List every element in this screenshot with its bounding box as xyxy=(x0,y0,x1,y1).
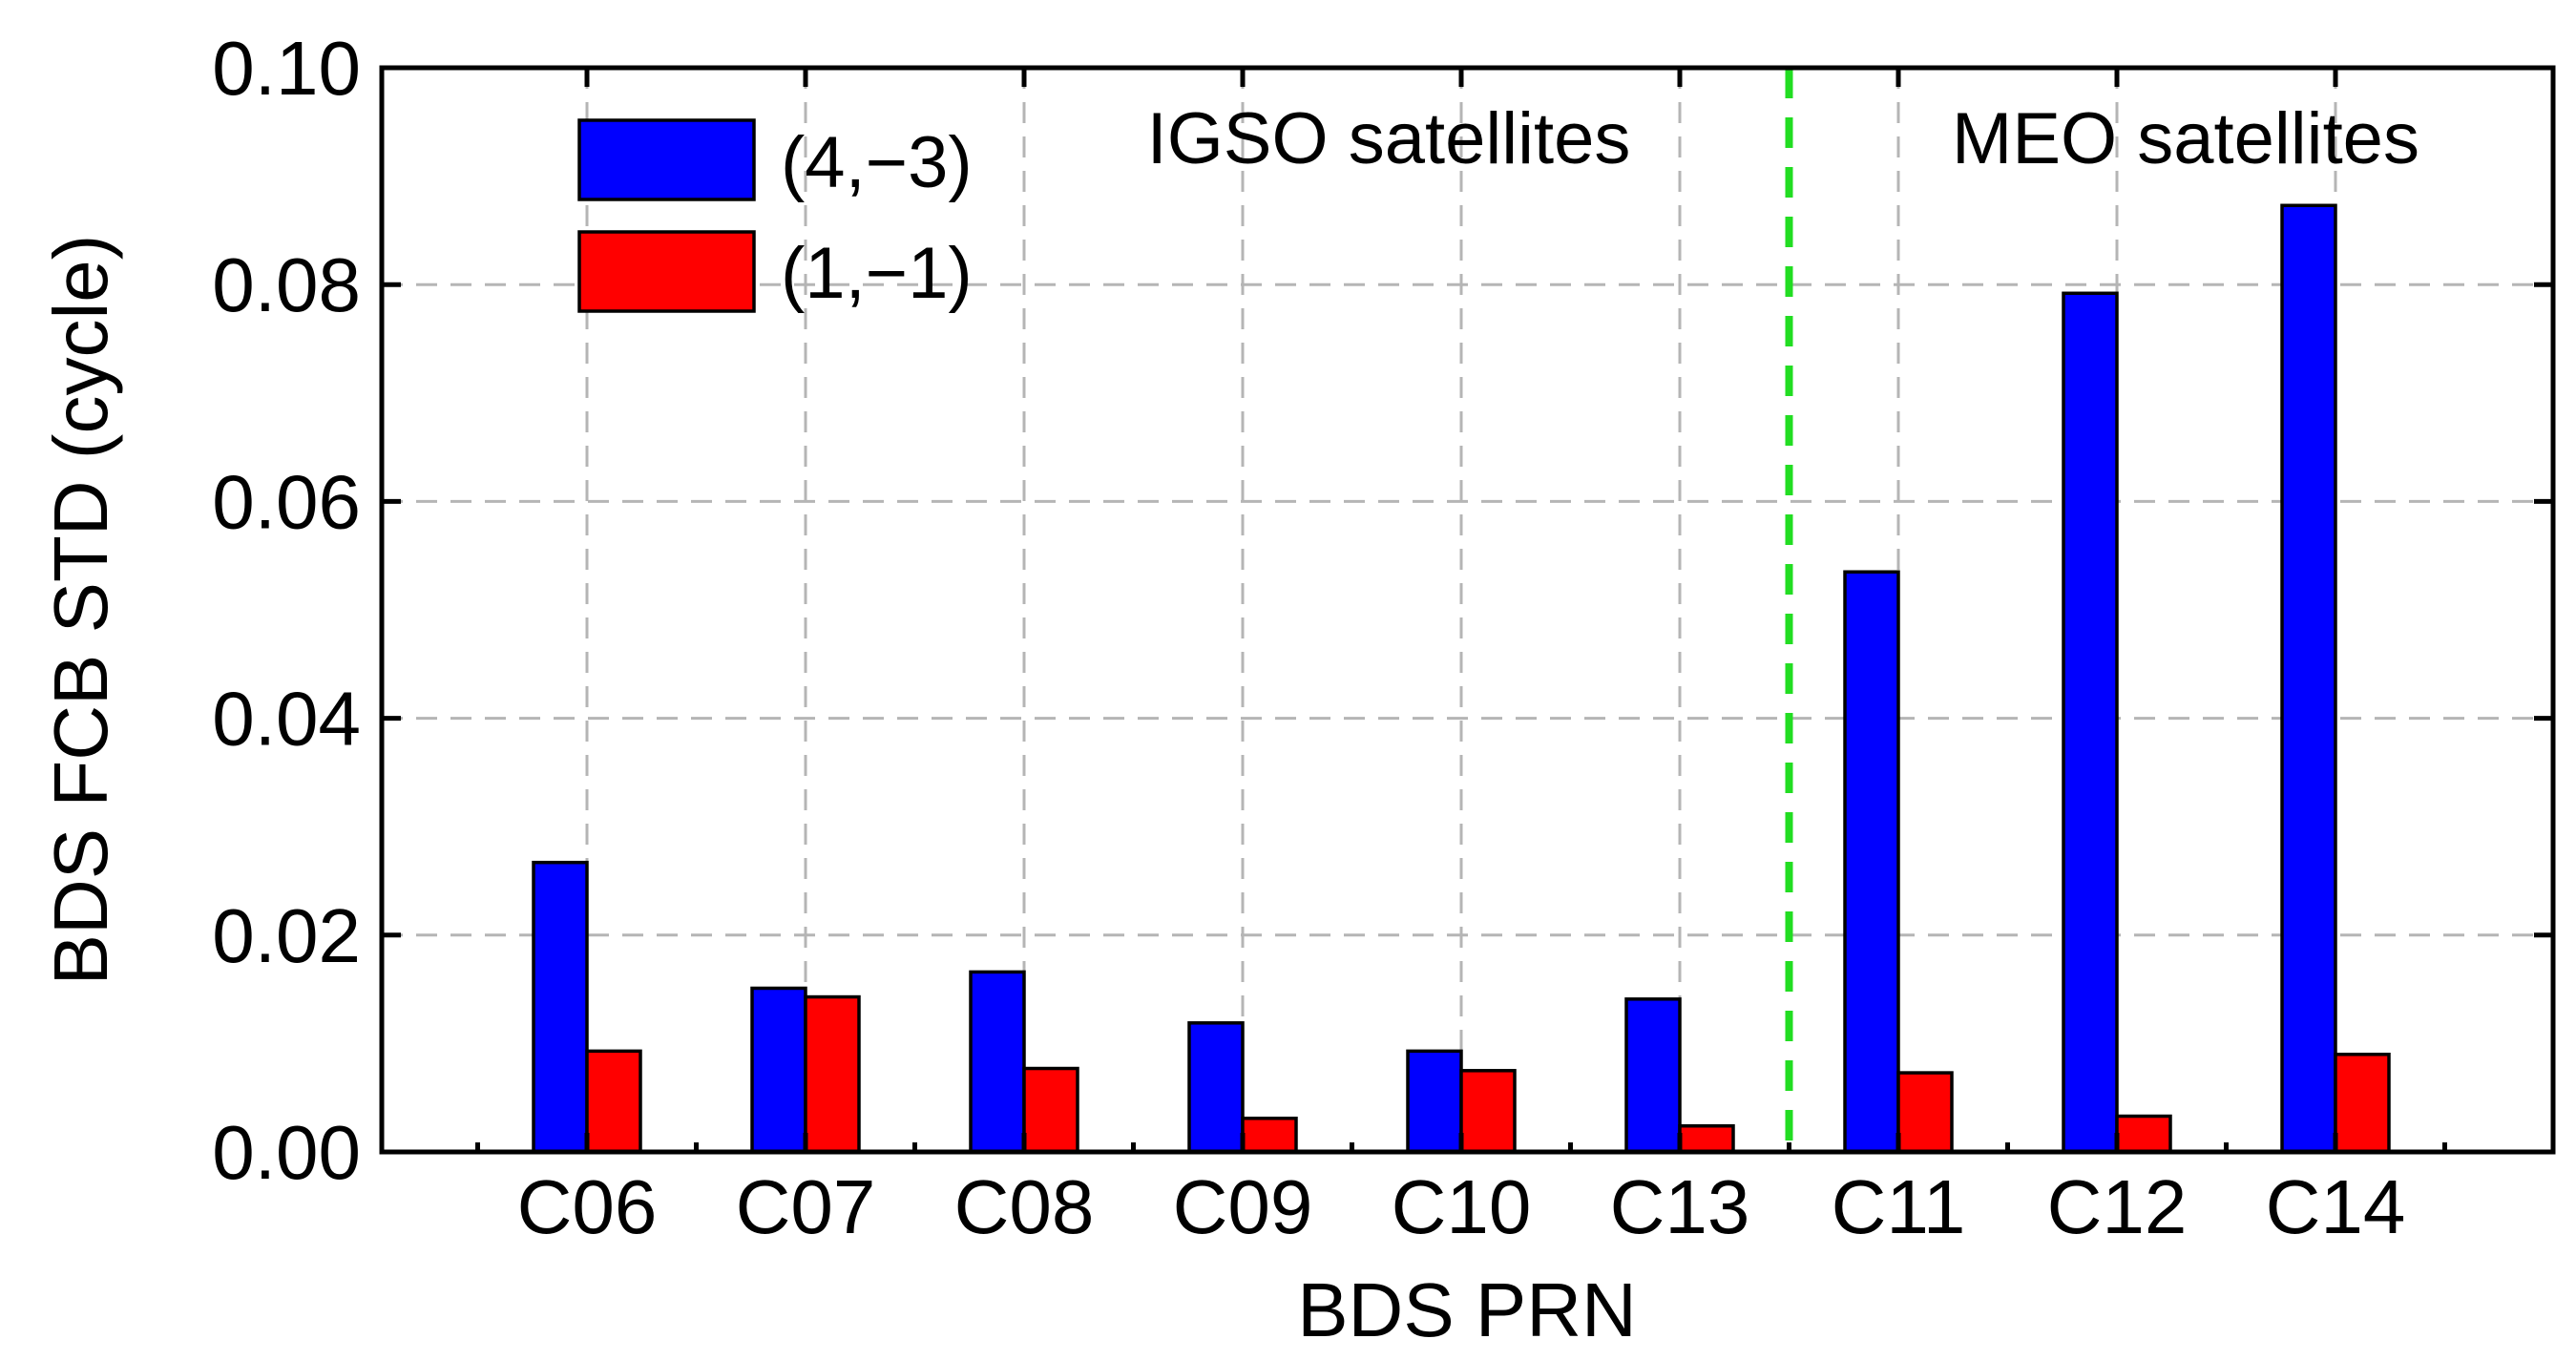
y-tick-label: 0.04 xyxy=(212,677,361,762)
plot-frame xyxy=(379,65,2556,1155)
x-tick-label: C10 xyxy=(1392,1164,1532,1249)
bar-series-2 xyxy=(804,994,861,1154)
y-tick-label: 0.00 xyxy=(212,1110,361,1195)
x-tick-label: C14 xyxy=(2266,1164,2406,1249)
y-tick-label: 0.02 xyxy=(212,893,361,978)
y-tick-label: 0.10 xyxy=(212,26,361,111)
x-tick-label: C08 xyxy=(954,1164,1095,1249)
x-tick-label: C12 xyxy=(2047,1164,2188,1249)
legend-label-series-1: (4,−3) xyxy=(781,122,973,203)
x-axis-title: BDS PRN xyxy=(1297,1267,1637,1352)
legend-swatch-series-1 xyxy=(577,118,756,201)
bar-series-1 xyxy=(532,860,589,1154)
bar-series-2 xyxy=(1022,1066,1079,1154)
bar-series-1 xyxy=(1187,1021,1245,1154)
bar-series-2 xyxy=(2115,1114,2172,1154)
bar-series-1 xyxy=(1624,997,1682,1154)
y-axis-title: BDS FCB STD (cycle) xyxy=(38,235,123,986)
bar-series-1 xyxy=(969,970,1026,1154)
legend-swatch-series-2 xyxy=(577,230,756,313)
bar-series-1 xyxy=(750,986,807,1154)
tick-labels: 0.00 0.02 0.04 0.06 0.08 0.10 C06 C07 C08 C09 C10 C… xyxy=(212,26,2405,1249)
bar-series-1 xyxy=(2280,203,2337,1154)
ticks xyxy=(382,65,2553,1155)
legend-label-series-2: (1,−1) xyxy=(781,233,973,314)
region-label-meo: MEO satellites xyxy=(1952,98,2419,179)
bar-series-2 xyxy=(2334,1053,2391,1154)
x-tick-label: C09 xyxy=(1173,1164,1313,1249)
x-tick-label: C13 xyxy=(1610,1164,1750,1249)
bar-series-2 xyxy=(1459,1069,1517,1154)
region-label-igso: IGSO satellites xyxy=(1147,98,1631,179)
x-tick-label: C07 xyxy=(736,1164,876,1249)
y-tick-label: 0.06 xyxy=(212,459,361,544)
bar-series-2 xyxy=(585,1049,642,1154)
bar-series-2 xyxy=(1678,1123,1735,1154)
legend: (4,−3) (1,−1) xyxy=(577,118,973,314)
y-tick-label: 0.08 xyxy=(212,242,361,327)
bar-series-2 xyxy=(1896,1071,1954,1154)
bars xyxy=(532,203,2391,1154)
bar-series-1 xyxy=(2062,291,2119,1154)
bar-series-1 xyxy=(1843,570,1900,1154)
x-tick-label: C11 xyxy=(1832,1164,1966,1249)
bar-series-1 xyxy=(1406,1049,1463,1154)
bar-series-2 xyxy=(1241,1117,1298,1154)
x-tick-label: C06 xyxy=(517,1164,658,1249)
